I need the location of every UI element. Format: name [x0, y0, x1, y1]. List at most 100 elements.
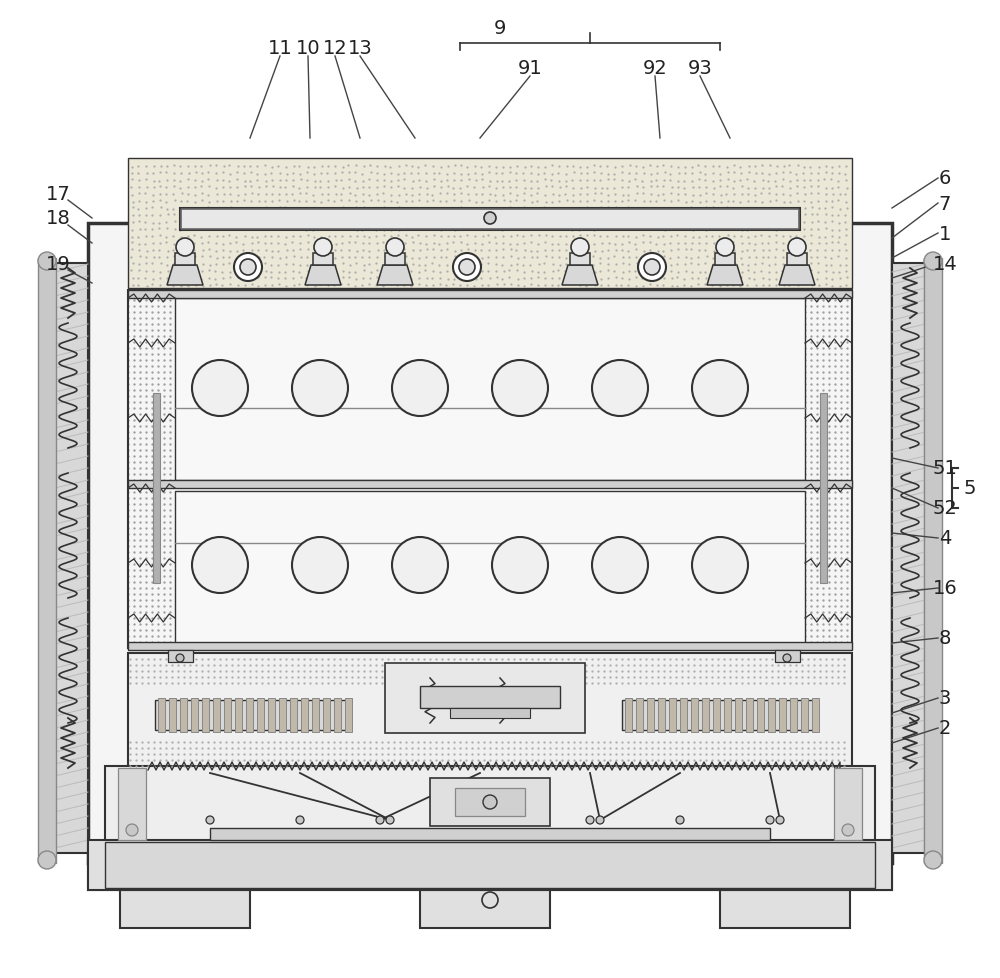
Text: 6: 6: [939, 169, 951, 189]
Bar: [713, 698, 720, 733]
Text: 52: 52: [933, 499, 957, 518]
Bar: [420, 687, 560, 708]
Bar: [345, 698, 352, 733]
Bar: [168, 650, 193, 662]
Text: 4: 4: [939, 529, 951, 548]
Bar: [158, 698, 165, 733]
Polygon shape: [167, 266, 203, 286]
Bar: [787, 253, 807, 266]
Bar: [647, 698, 654, 733]
Bar: [735, 698, 742, 733]
Bar: [88, 863, 892, 890]
Bar: [128, 653, 852, 768]
Bar: [88, 224, 892, 864]
FancyBboxPatch shape: [181, 210, 799, 230]
Bar: [118, 768, 146, 840]
Bar: [120, 888, 250, 928]
Circle shape: [176, 654, 184, 662]
Bar: [312, 698, 319, 733]
Circle shape: [766, 817, 774, 824]
Circle shape: [38, 851, 56, 869]
Text: 92: 92: [643, 60, 667, 78]
Circle shape: [392, 361, 448, 417]
Bar: [290, 698, 297, 733]
Bar: [191, 698, 198, 733]
Bar: [680, 698, 687, 733]
Circle shape: [586, 817, 594, 824]
Bar: [175, 253, 195, 266]
Text: 51: 51: [933, 459, 957, 478]
Polygon shape: [779, 266, 815, 286]
Circle shape: [924, 851, 942, 869]
Text: 2: 2: [939, 719, 951, 737]
Circle shape: [776, 817, 784, 824]
Bar: [105, 842, 875, 888]
Circle shape: [571, 239, 589, 257]
Bar: [175, 492, 805, 644]
Bar: [180, 698, 187, 733]
Bar: [450, 708, 530, 718]
Bar: [169, 698, 176, 733]
Text: 7: 7: [939, 195, 951, 213]
Circle shape: [644, 260, 660, 276]
Bar: [775, 650, 800, 662]
Text: 3: 3: [939, 689, 951, 708]
Bar: [128, 643, 852, 650]
Circle shape: [376, 817, 384, 824]
Circle shape: [783, 654, 791, 662]
Bar: [924, 259, 942, 864]
Circle shape: [292, 361, 348, 417]
Bar: [820, 393, 827, 584]
Bar: [768, 698, 775, 733]
Circle shape: [788, 239, 806, 257]
Text: 91: 91: [518, 60, 542, 78]
Circle shape: [592, 538, 648, 594]
Bar: [669, 698, 676, 733]
Bar: [202, 698, 209, 733]
Bar: [224, 698, 231, 733]
Text: 14: 14: [933, 254, 957, 273]
Bar: [385, 663, 585, 734]
Bar: [155, 700, 350, 731]
Circle shape: [482, 892, 498, 908]
Text: 1: 1: [939, 224, 951, 244]
Polygon shape: [305, 266, 341, 286]
Bar: [180, 208, 800, 231]
Text: 9: 9: [494, 20, 506, 38]
Circle shape: [386, 817, 394, 824]
Circle shape: [596, 817, 604, 824]
Circle shape: [296, 817, 304, 824]
Bar: [834, 768, 862, 840]
Bar: [746, 698, 753, 733]
Circle shape: [676, 817, 684, 824]
Bar: [636, 698, 643, 733]
Circle shape: [483, 795, 497, 809]
Bar: [175, 298, 805, 480]
Polygon shape: [562, 266, 598, 286]
Bar: [128, 158, 852, 289]
Bar: [268, 698, 275, 733]
Circle shape: [592, 361, 648, 417]
Bar: [334, 698, 341, 733]
Bar: [455, 788, 525, 817]
Bar: [105, 766, 875, 843]
Bar: [210, 828, 770, 840]
Circle shape: [126, 824, 138, 836]
Text: 16: 16: [933, 579, 957, 598]
Bar: [313, 253, 333, 266]
Bar: [691, 698, 698, 733]
Bar: [323, 698, 330, 733]
Circle shape: [176, 239, 194, 257]
Bar: [385, 253, 405, 266]
Circle shape: [386, 239, 404, 257]
Bar: [702, 698, 709, 733]
Text: 10: 10: [296, 39, 320, 59]
Bar: [625, 698, 632, 733]
Circle shape: [459, 260, 475, 276]
Bar: [812, 698, 819, 733]
Circle shape: [924, 252, 942, 271]
Text: 8: 8: [939, 629, 951, 647]
Bar: [658, 698, 665, 733]
Circle shape: [692, 538, 748, 594]
Bar: [55, 264, 88, 853]
